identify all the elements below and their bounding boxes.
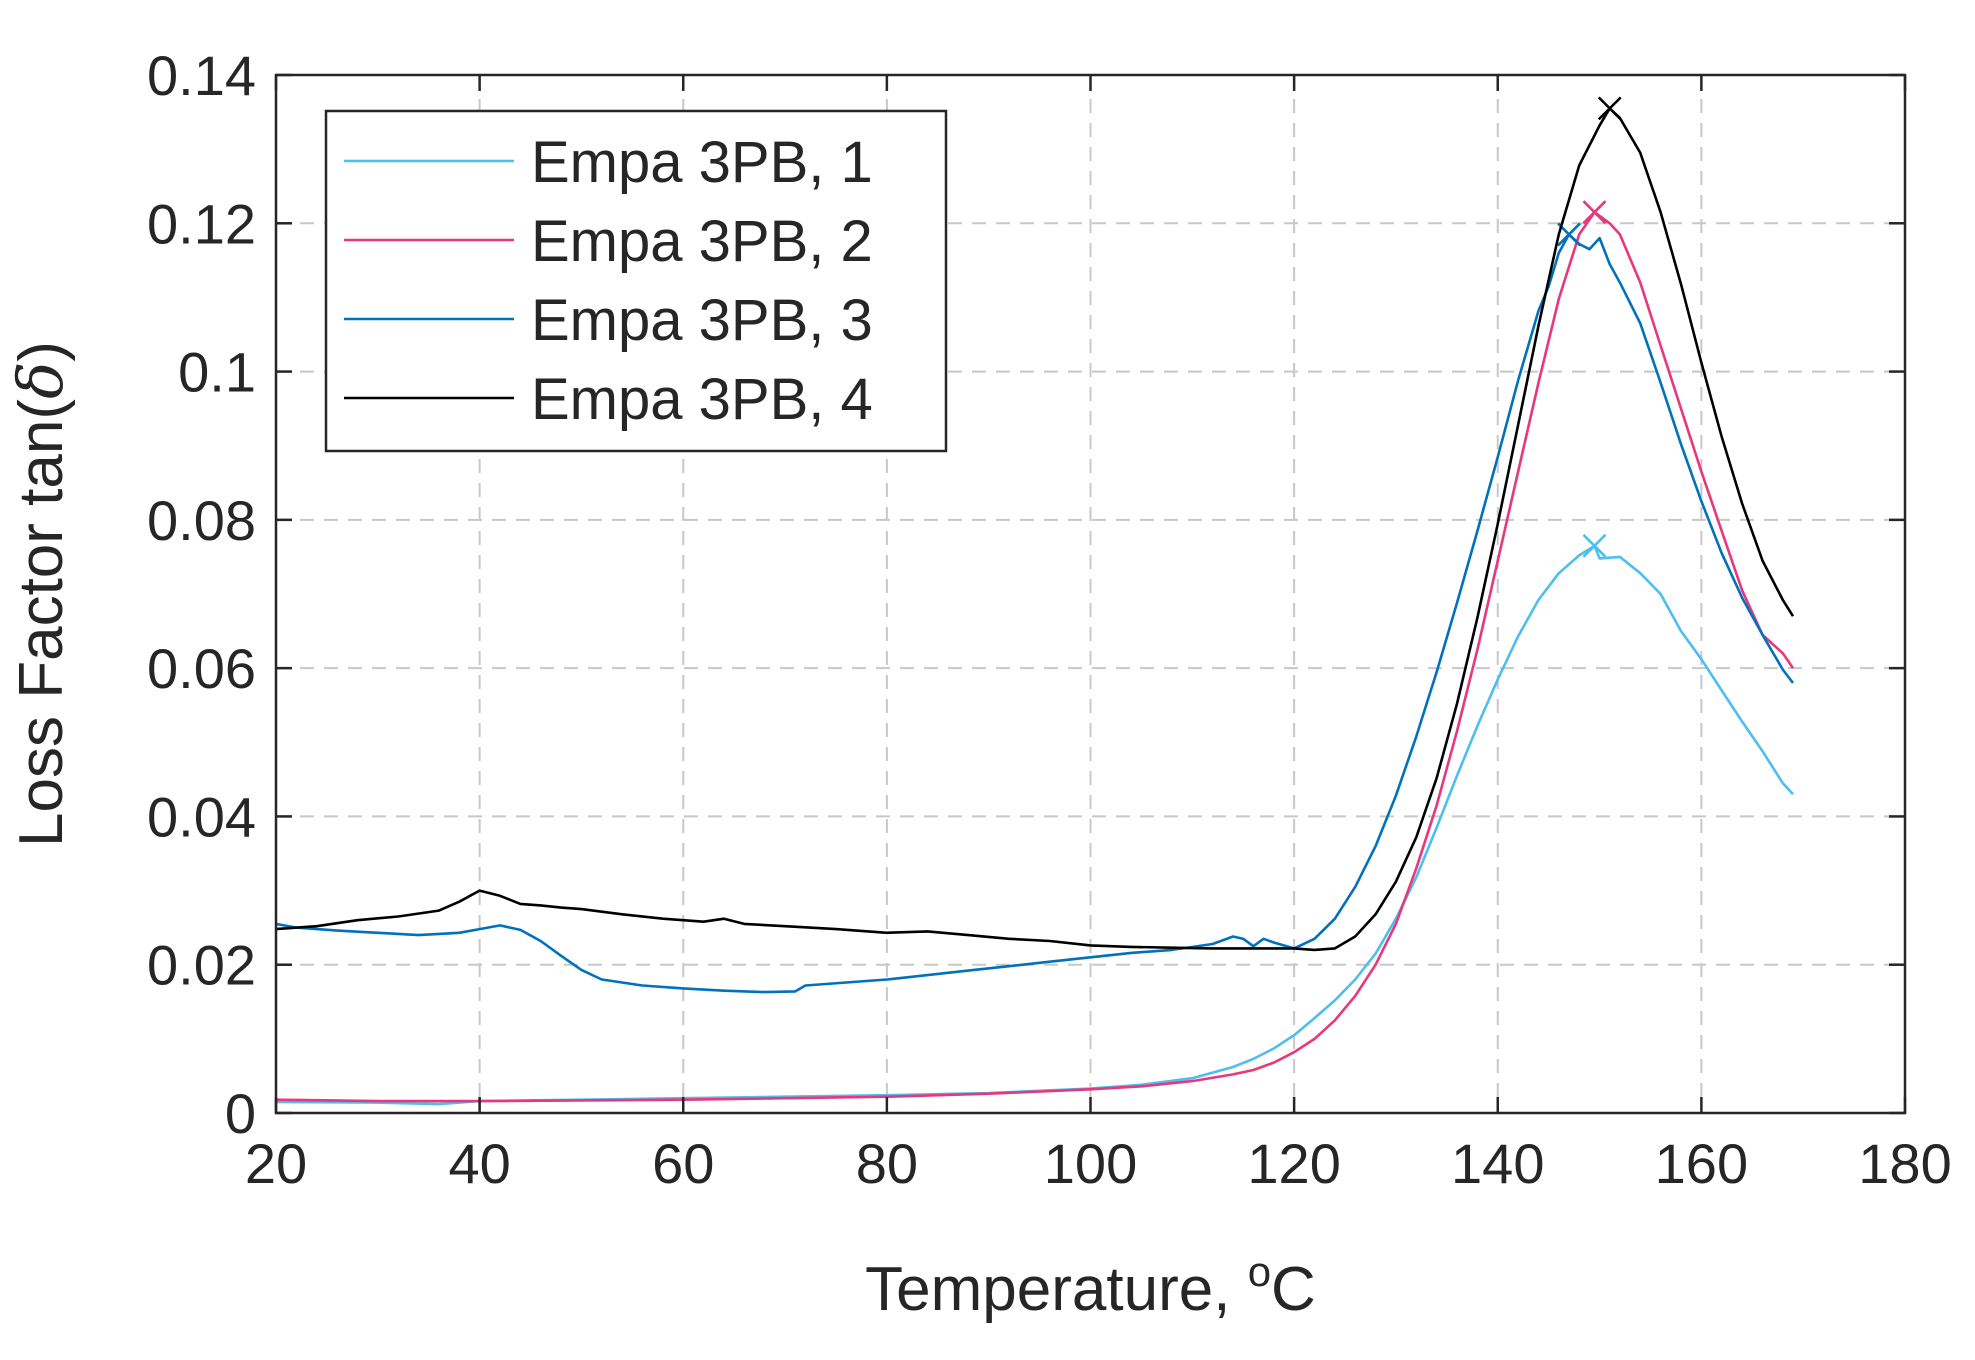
x-axis-label: Temperature, oC <box>865 1248 1316 1324</box>
y-tick-label: 0.08 <box>147 489 256 552</box>
y-tick-label: 0.02 <box>147 934 256 997</box>
x-tick-label: 180 <box>1858 1132 1951 1195</box>
x-tick-label: 20 <box>245 1132 307 1195</box>
legend-label-4: Empa 3PB, 4 <box>531 367 873 432</box>
x-tick-label: 40 <box>448 1132 510 1195</box>
axis-ticks <box>274 73 1907 1115</box>
legend-label-3: Empa 3PB, 3 <box>531 288 873 353</box>
x-axis-label-unit-sup: o <box>1248 1248 1271 1295</box>
x-axis-label-text: Temperature, <box>865 1255 1248 1324</box>
x-axis-label-unit: C <box>1271 1255 1316 1324</box>
x-tick-label: 80 <box>856 1132 918 1195</box>
x-tick-label: 120 <box>1247 1132 1340 1195</box>
y-axis-label: Loss Factor tan(δ) <box>4 341 77 847</box>
y-tick-label: 0.04 <box>147 785 256 848</box>
x-tick-label: 160 <box>1655 1132 1748 1195</box>
legend-box <box>324 109 948 453</box>
peak-marker-2 <box>1582 200 1607 225</box>
y-tick-label: 0 <box>225 1082 256 1145</box>
y-tick-label: 0.1 <box>178 341 256 404</box>
y-axis-label-text: Loss Factor tan( <box>7 399 76 847</box>
legend: Empa 3PB, 1 Empa 3PB, 2 Empa 3PB, 3 Empa 3P… <box>324 109 948 453</box>
x-tick-label: 140 <box>1451 1132 1544 1195</box>
y-axis-label-close: ) <box>7 341 76 362</box>
y-tick-label: 0.14 <box>147 44 256 107</box>
y-tick-label: 0.12 <box>147 192 256 255</box>
legend-label-2: Empa 3PB, 2 <box>531 209 873 274</box>
series-layer <box>275 96 1795 1106</box>
y-tick-label: 0.06 <box>147 637 256 700</box>
series-line-2 <box>275 210 1795 1103</box>
legend-label-1: Empa 3PB, 1 <box>531 130 873 195</box>
x-tick-label: 60 <box>652 1132 714 1195</box>
x-tick-label: 100 <box>1044 1132 1137 1195</box>
peak-marker-4 <box>1597 96 1622 121</box>
peak-marker-1 <box>1582 533 1607 558</box>
tick-labels: 20 40 60 80 100 120 140 160 180 0 0.02 0.04 0.06 0.08… <box>147 44 1952 1195</box>
series-line-3 <box>275 233 1795 994</box>
y-axis-label-symbol: δ <box>4 362 77 399</box>
